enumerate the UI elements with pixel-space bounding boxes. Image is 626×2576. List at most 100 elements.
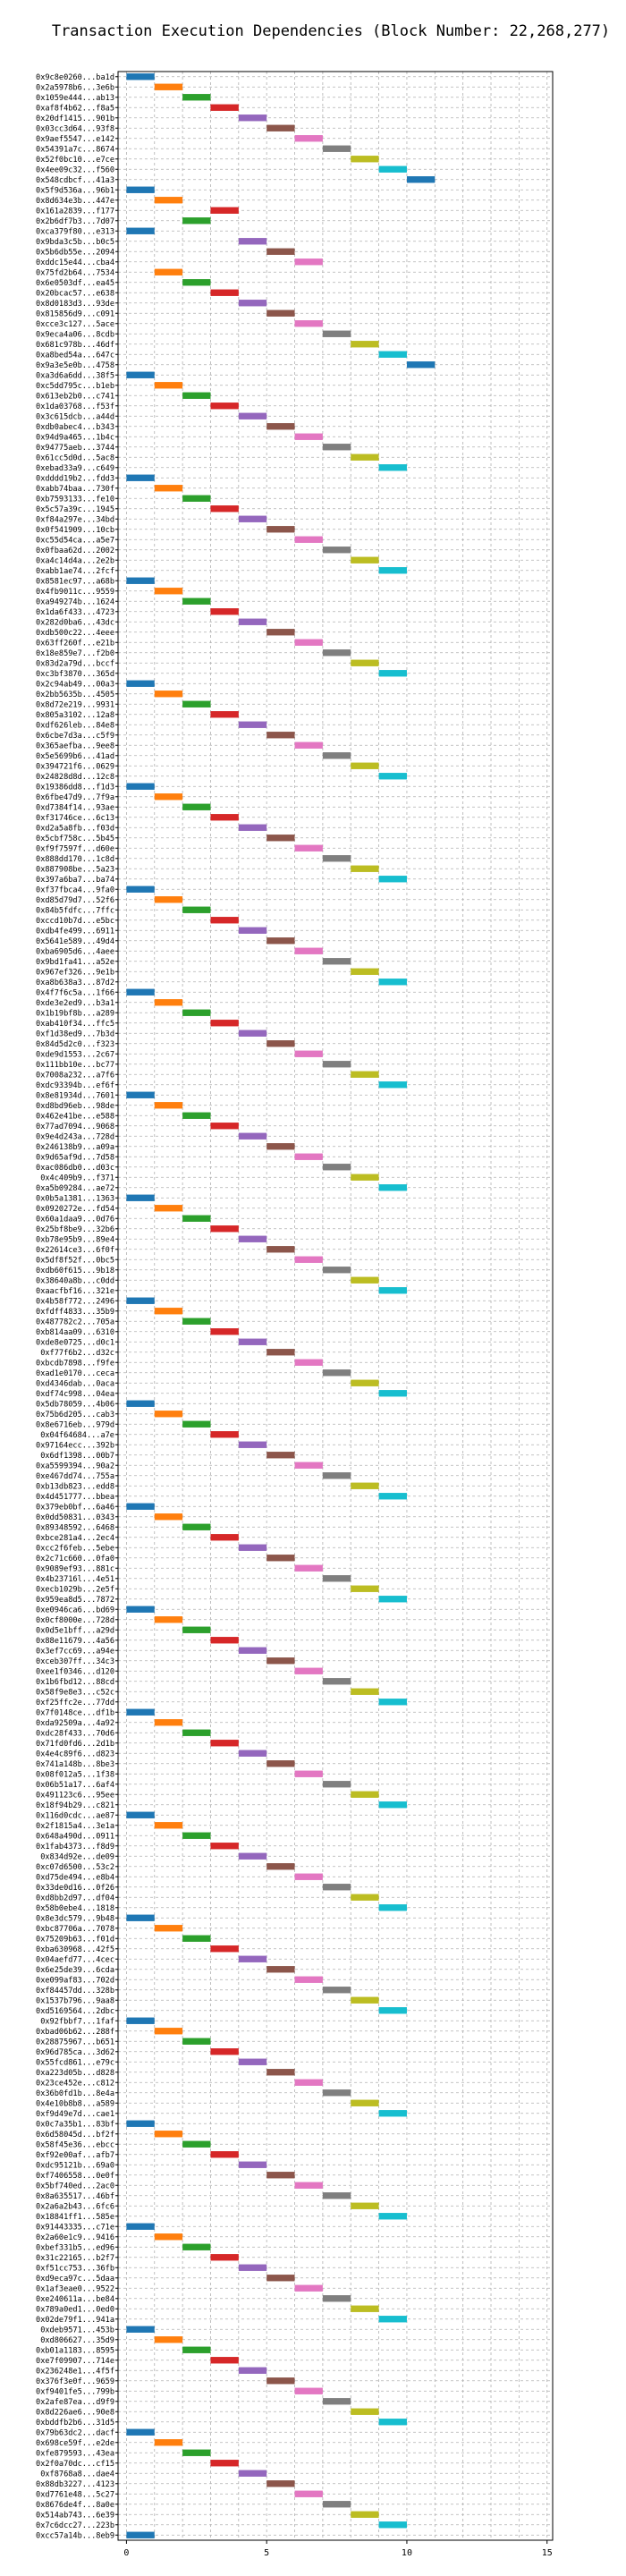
transaction-bar <box>266 1349 295 1356</box>
transaction-bar <box>322 752 351 759</box>
tx-hash-label: 0x8d0183d3...93de <box>36 300 114 309</box>
tx-hash-label: 0x959ea8d5...7872 <box>36 1596 114 1605</box>
tx-hash-label: 0xf9401fe5...799b <box>36 2387 114 2396</box>
tx-hash-label: 0x1da03768...f53f <box>36 402 114 411</box>
tx-hash-label: 0xcce3c127...5ace <box>36 320 114 329</box>
transaction-bar <box>351 2408 379 2415</box>
transaction-bar <box>294 433 323 440</box>
transaction-bar <box>238 1030 267 1037</box>
transaction-bar <box>210 1740 239 1747</box>
transaction-bar <box>126 227 155 234</box>
tx-hash-label: 0x487782c2...705a <box>36 1318 114 1326</box>
transaction-bar <box>322 2192 351 2199</box>
tx-hash-label: 0x0f541909...10cb <box>36 526 114 535</box>
tx-hash-label: 0x79b63dc2...dacf <box>36 2428 114 2437</box>
transaction-bar <box>266 2069 295 2076</box>
tx-hash-label: 0x2f1815a4...3e1a <box>36 1822 114 1831</box>
tx-hash-label: 0x5641e589...49d4 <box>36 937 114 946</box>
tx-hash-label: 0x1af3eae0...9522 <box>36 2284 114 2293</box>
transaction-bar <box>210 1637 239 1644</box>
transaction-bar <box>266 1040 295 1047</box>
tx-hash-label: 0xc07d6500...53c2 <box>36 1863 114 1872</box>
transaction-bar <box>238 2367 267 2374</box>
tx-hash-label: 0xd2a5a8fb...f03d <box>36 824 114 833</box>
tx-hash-label: 0xca379f80...e313 <box>36 227 114 236</box>
transaction-bar <box>210 814 239 821</box>
transaction-bar <box>322 1061 351 1068</box>
tx-hash-label: 0x5db78059...4b06 <box>36 1400 114 1409</box>
transaction-bar <box>210 711 239 718</box>
transaction-bar <box>322 2295 351 2302</box>
tx-hash-label: 0x111bb10e...bc77 <box>36 1061 114 1070</box>
transaction-bar <box>154 793 183 801</box>
transaction-bar <box>294 1667 323 1674</box>
transaction-bar <box>378 1904 407 1911</box>
x-tick-label: 15 <box>542 2548 553 2558</box>
tx-hash-label: 0xdddd19b2...fdd3 <box>36 474 114 483</box>
tx-hash-label: 0x0dd50831...0343 <box>36 1513 114 1522</box>
transaction-bar <box>351 1379 379 1386</box>
tx-hash-label: 0x4b23716l...4e51 <box>36 1575 114 1584</box>
tx-hash-label: 0x394721f6...0629 <box>36 762 114 771</box>
transaction-bar <box>210 505 239 513</box>
tx-hash-label: 0x96d785ca...3d62 <box>36 2048 114 2057</box>
tx-hash-label: 0x60a1daa9...0d76 <box>36 1215 114 1224</box>
tx-hash-label: 0xac086db0...d03c <box>36 1164 114 1173</box>
tx-hash-label: 0x1b6fbd12...88cd <box>36 1678 114 1687</box>
transaction-bar <box>378 1184 407 1191</box>
transaction-bar <box>238 1852 267 1860</box>
tx-hash-label: 0xdb0abec4...b343 <box>36 423 114 432</box>
transaction-bar <box>294 947 323 954</box>
transaction-bar <box>266 423 295 430</box>
transaction-bar <box>266 1863 295 1870</box>
transaction-bar <box>266 1760 295 1767</box>
tx-hash-label: 0x9aef5547...e142 <box>36 135 114 144</box>
x-tick-label: 0 <box>123 2548 129 2558</box>
transaction-bar <box>182 1523 211 1530</box>
tx-hash-label: 0x6e25de39...6cda <box>36 1966 114 1975</box>
tx-hash-label: 0x31c22165...b2f7 <box>36 2254 114 2263</box>
tx-hash-label: 0x24828d8d...12c8 <box>36 773 114 782</box>
tx-hash-label: 0x75fd2b64...7534 <box>36 268 114 277</box>
tx-hash-label: 0x58f9e8e3...c52c <box>36 1688 114 1697</box>
transaction-bar <box>154 588 183 595</box>
transaction-bar <box>351 1482 379 1489</box>
tx-hash-label: 0x71fd0fd6...2d1b <box>36 1740 114 1749</box>
transaction-bar <box>182 2038 211 2045</box>
transaction-bar <box>322 444 351 451</box>
transaction-bar <box>182 1318 211 1325</box>
transaction-bar <box>126 1811 155 1818</box>
tx-hash-label: 0xdb4fe499...6911 <box>36 927 114 936</box>
transaction-bar <box>294 844 323 852</box>
tx-hash-label: 0xa223d05b...d828 <box>36 2069 114 2078</box>
tx-hash-label: 0x9c8e0260...ba1d <box>36 73 114 82</box>
tx-hash-label: 0xd4346dab...0aca <box>36 1379 114 1388</box>
tx-hash-label: 0x0920272e...fd54 <box>36 1205 114 1214</box>
tx-hash-label: 0x2c71c660...0fa0 <box>36 1555 114 1563</box>
tx-hash-label: 0x5f9d536a...96b1 <box>36 186 114 195</box>
tx-hash-label: 0x379eb0bf...6a46 <box>36 1503 114 1512</box>
transaction-bar <box>378 1493 407 1500</box>
tx-hash-label: 0xd5169564...2dbc <box>36 2007 114 2016</box>
tx-hash-label: 0x94d9a465...1b4c <box>36 433 114 442</box>
transaction-bar <box>210 207 239 214</box>
transaction-bar <box>351 865 379 872</box>
tx-hash-label: 0x4c409b9...f371 <box>40 1174 114 1182</box>
transaction-bar <box>182 495 211 502</box>
tx-hash-label: 0xab410f34...ffc5 <box>36 1020 114 1029</box>
tx-hash-label: 0x8e3dc579...9b48 <box>36 1914 114 1923</box>
tx-hash-label: 0xf7406558...0e0f <box>36 2172 114 2181</box>
transaction-bar <box>126 577 155 584</box>
tx-hash-label: 0x4e4c89f6...d823 <box>36 1750 114 1758</box>
transaction-bar <box>351 762 379 769</box>
tx-hash-label: 0xcc2f6feb...5ebe <box>36 1544 114 1553</box>
tx-hash-label: 0x2c94ab49...00a3 <box>36 680 114 689</box>
transaction-bar <box>238 1647 267 1654</box>
transaction-bar <box>322 1369 351 1377</box>
tx-hash-label: 0x789a0ed1...0ed0 <box>36 2305 114 2314</box>
transaction-bar <box>294 1050 323 1057</box>
tx-hash-label: 0xf84457dd...328b <box>36 1987 114 1996</box>
transaction-bar <box>182 803 211 810</box>
tx-hash-label: 0x77ad7094...9068 <box>36 1123 114 1131</box>
tx-hash-label: 0x20df1415...901b <box>36 114 114 123</box>
